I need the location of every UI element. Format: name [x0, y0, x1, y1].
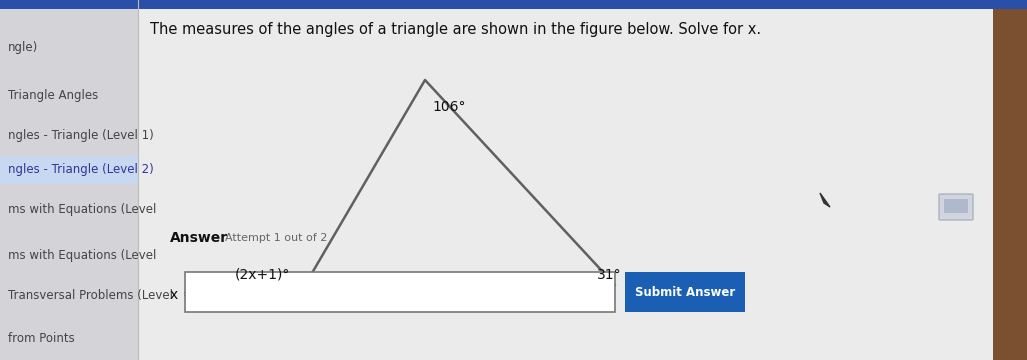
Text: Transversal Problems (Level: Transversal Problems (Level	[8, 288, 173, 302]
Bar	[625, 272, 745, 312]
Text: 106°: 106°	[432, 100, 465, 114]
Text: ngles - Triangle (Level 2): ngles - Triangle (Level 2)	[8, 163, 154, 176]
Text: Attempt 1 out of 2: Attempt 1 out of 2	[225, 233, 328, 243]
Text: ngles - Triangle (Level 1): ngles - Triangle (Level 1)	[8, 129, 154, 141]
Bar	[944, 199, 968, 213]
Bar	[185, 272, 615, 312]
Bar	[0, 0, 1027, 9]
Text: x =: x =	[170, 288, 194, 302]
Text: Submit Answer: Submit Answer	[635, 285, 735, 298]
Bar	[993, 0, 1027, 360]
Text: (2x+1)°: (2x+1)°	[234, 268, 290, 282]
Bar	[0, 0, 138, 360]
Bar	[0, 156, 138, 184]
Polygon shape	[820, 193, 830, 207]
Text: The measures of the angles of a triangle are shown in the figure below. Solve fo: The measures of the angles of a triangle…	[150, 22, 761, 37]
Text: Triangle Angles: Triangle Angles	[8, 89, 99, 102]
Text: ms with Equations (Level: ms with Equations (Level	[8, 248, 156, 261]
FancyBboxPatch shape	[939, 194, 973, 220]
Text: ngle): ngle)	[8, 41, 38, 54]
Text: ms with Equations (Level: ms with Equations (Level	[8, 203, 156, 216]
Text: Answer: Answer	[170, 231, 228, 245]
Text: from Points: from Points	[8, 332, 75, 345]
Text: 31°: 31°	[597, 268, 621, 282]
